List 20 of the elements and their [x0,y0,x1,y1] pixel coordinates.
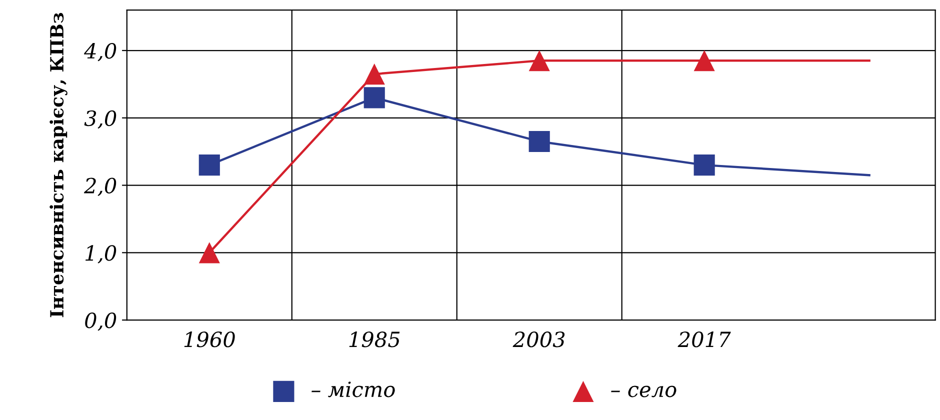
x-tick-label: 2003 [512,332,565,348]
x-tick-label: 2017 [678,332,731,348]
point [694,154,715,176]
point [528,50,550,72]
y-tick-label: 0,0 [85,312,116,331]
y-tick-label: 4,0 [84,42,116,62]
point [198,242,220,264]
y-tick-label: 2,0 [84,178,116,196]
point [694,50,715,72]
legend-label: – село [611,386,676,398]
y-axis-title: Інтенсивність карієсу, КПВз [50,12,68,318]
point [198,154,220,176]
x-tick-label: 1985 [349,332,400,348]
point [364,87,385,108]
y-tick-label: 1,0 [86,245,116,264]
x-tick-label: 1960 [184,332,235,348]
legend-label: – місто [312,382,395,398]
point [528,130,550,152]
point [364,64,385,85]
y-tick-label: 3,0 [84,110,116,129]
